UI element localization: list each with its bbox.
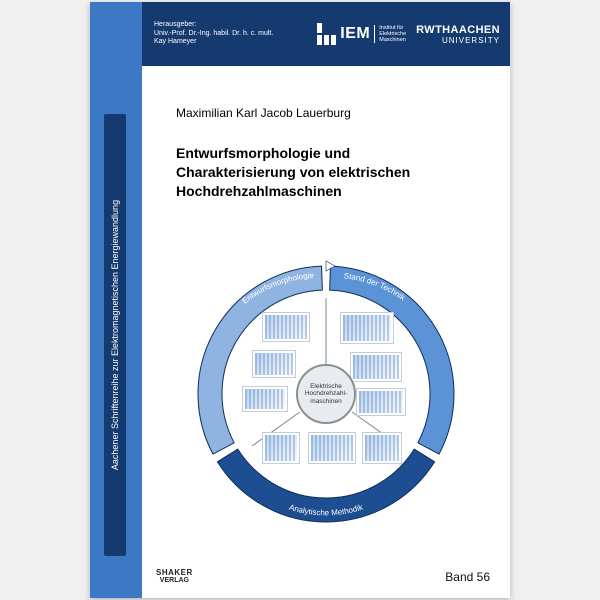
header-band: Herausgeber: Univ.-Prof. Dr.-Ing. habil.… — [142, 2, 510, 66]
editor-line: Kay Hameyer — [154, 38, 307, 47]
thumb-chart — [252, 350, 296, 378]
series-title: Aachener Schriftenreihe zur Elektromagne… — [110, 200, 120, 470]
thumb-chart — [242, 386, 288, 412]
center-line: Hochdrehzahl- — [305, 390, 347, 397]
editor-line: Herausgeber: — [154, 21, 307, 30]
author-name: Maximilian Karl Jacob Lauerburg — [176, 106, 488, 120]
publisher-logo: SHAKER VERLAG — [156, 568, 193, 584]
rwth-logo: RWTHAACHEN UNIVERSITY — [416, 24, 500, 45]
thumb-chart — [262, 312, 310, 342]
title-line: Charakterisierung von elektrischen — [176, 163, 446, 182]
book-title: Entwurfsmorphologie und Charakterisierun… — [176, 144, 446, 201]
title-line: Entwurfsmorphologie und — [176, 144, 446, 163]
thumb-chart — [362, 432, 402, 464]
book-cover: Aachener Schriftenreihe zur Elektromagne… — [90, 2, 510, 598]
ring-diagram: Entwurfsmorphologie Stand der Technik An… — [142, 260, 510, 528]
iem-subtitle: Institut für Elektrische Maschinen — [374, 25, 406, 43]
thumb-chart — [356, 388, 406, 416]
center-circle: Elektrische Hochdrehzahl- maschinen — [296, 364, 356, 424]
spine-band: Aachener Schriftenreihe zur Elektromagne… — [90, 2, 142, 598]
iem-text: IEM — [340, 25, 370, 43]
thumb-chart — [262, 432, 300, 464]
editor-line: Univ.-Prof. Dr.-Ing. habil. Dr. h. c. mu… — [154, 30, 307, 39]
publisher-line: SHAKER — [156, 568, 193, 577]
thumb-chart — [350, 352, 402, 382]
iem-logo: IEM Institut für Elektrische Maschinen — [317, 23, 406, 45]
center-line: maschinen — [305, 398, 347, 405]
iem-mark-icon — [317, 23, 336, 45]
editor-block: Herausgeber: Univ.-Prof. Dr.-Ing. habil.… — [154, 21, 307, 47]
thumb-chart — [340, 312, 394, 344]
rwth-sub: UNIVERSITY — [416, 36, 500, 45]
center-line: Elektrische — [305, 383, 347, 390]
thumb-chart — [308, 432, 356, 464]
publisher-line: VERLAG — [156, 577, 193, 584]
volume-number: Band 56 — [445, 570, 490, 584]
title-line: Hochdrehzahlmaschinen — [176, 182, 446, 201]
rwth-main: RWTHAACHEN — [416, 24, 500, 36]
spine-inner: Aachener Schriftenreihe zur Elektromagne… — [104, 114, 126, 556]
